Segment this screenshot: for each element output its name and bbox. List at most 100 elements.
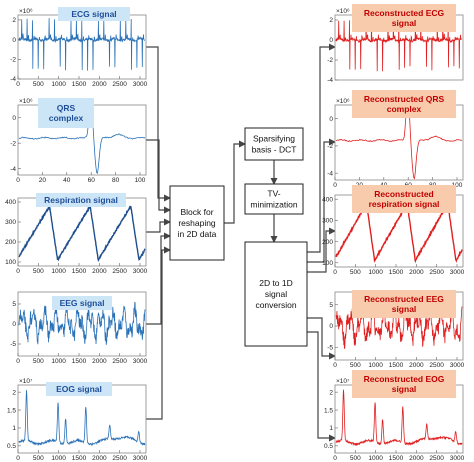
block-frame xyxy=(244,127,304,161)
panel-title-line: complex xyxy=(387,104,422,114)
output-arrow-1 xyxy=(307,43,336,253)
signal-trace xyxy=(18,104,146,174)
y-tick-label: 0 xyxy=(12,115,16,122)
y-tick-label: 0 xyxy=(329,323,333,330)
block-frame xyxy=(244,241,308,347)
block-text-line: reshaping xyxy=(178,218,216,228)
x-tick-label: 1000 xyxy=(51,268,66,275)
panel-title-line: EOG signal xyxy=(56,384,102,394)
x-tick-label: 1500 xyxy=(389,455,404,462)
y-tick-label: 1.5 xyxy=(7,407,16,414)
y-tick-label: -4 xyxy=(327,77,333,84)
x-tick-label: 0 xyxy=(16,455,20,462)
block-text-line: Block for xyxy=(180,207,213,217)
left-panel-label: EEG signal xyxy=(52,296,112,310)
block-text-line: basis - DCT xyxy=(252,145,297,155)
label-background xyxy=(352,290,456,318)
x-tick-label: 1500 xyxy=(389,362,404,369)
y-tick-label: 5 xyxy=(12,301,16,308)
x-tick-label: 2500 xyxy=(112,81,127,88)
x-tick-label: 0 xyxy=(16,177,20,184)
y-tick-label: -4 xyxy=(10,166,16,173)
panel-title-line: signal xyxy=(392,18,417,28)
x-tick-label: 2000 xyxy=(409,455,424,462)
signal-trace xyxy=(18,390,146,447)
block-text-line: conversion xyxy=(255,300,296,310)
x-tick-label: 60 xyxy=(88,177,96,184)
x-tick-label: 500 xyxy=(350,362,361,369)
x-tick-label: 1500 xyxy=(389,269,404,276)
signal-trace xyxy=(18,18,146,71)
x-tick-label: 3000 xyxy=(133,358,148,365)
left-panel-label: Respiration signal xyxy=(36,193,126,207)
x-tick-label: 1500 xyxy=(72,358,87,365)
left-panel-label: ECG signal xyxy=(58,7,130,21)
x-tick-label: 2500 xyxy=(112,358,127,365)
left-panel-5: 2 1.5 1 0.50 500 1000 1500 2000 2500 3000 ×10⁷ EOG … xyxy=(7,378,148,462)
block-frame xyxy=(169,185,225,261)
signal-trace xyxy=(335,389,463,447)
y-tick-label: 2 xyxy=(329,17,333,24)
y-tick-label: -4 xyxy=(327,170,333,177)
x-tick-label: 1000 xyxy=(51,81,66,88)
output-arrow-2 xyxy=(307,138,336,263)
y-tick-label: -2 xyxy=(327,57,333,64)
block-text-line: in 2D data xyxy=(178,229,217,239)
x-tick-label: 100 xyxy=(452,182,463,189)
block-text-line: Sparsifying xyxy=(253,134,295,144)
output-arrow-4 xyxy=(307,317,336,360)
signal-trace xyxy=(335,200,463,264)
panel-title-line: Reconstructed QRS xyxy=(364,94,445,104)
x-tick-label: 3000 xyxy=(133,268,148,275)
x-tick-label: 2500 xyxy=(112,455,127,462)
y-tick-label: 1 xyxy=(329,425,333,432)
y-tick-label: 2 xyxy=(329,389,333,396)
y-tick-label: 200 xyxy=(322,239,333,246)
x-tick-label: 0 xyxy=(16,81,20,88)
label-background xyxy=(36,193,126,207)
y-tick-label: 2 xyxy=(12,17,16,24)
y-tick-label: -5 xyxy=(10,341,16,348)
x-tick-label: 500 xyxy=(33,358,44,365)
panel-title-line: Reconstructed ECG xyxy=(364,8,445,18)
x-tick-label: 0 xyxy=(16,268,20,275)
signal-trace xyxy=(18,204,146,263)
axis-exponent: ×10⁶ xyxy=(19,98,33,105)
panel-title-line: Respiration signal xyxy=(44,195,118,205)
y-tick-label: 100 xyxy=(5,259,16,266)
x-tick-label: 0 xyxy=(16,358,20,365)
panel-title-line: Reconstructed EEG xyxy=(364,294,444,304)
panel-title-line: EEG signal xyxy=(60,298,105,308)
x-tick-label: 0 xyxy=(333,269,337,276)
label-background xyxy=(38,98,94,128)
label-background xyxy=(46,382,112,396)
output-arrow-5 xyxy=(307,331,336,442)
signal-trace xyxy=(335,18,463,72)
block-text-line: minimization xyxy=(250,200,298,210)
y-tick-label: 0 xyxy=(329,116,333,123)
plot-frame xyxy=(17,197,147,267)
panel-title-line: Reconstructed EOG xyxy=(364,374,445,384)
input-arrow-4 xyxy=(146,232,171,325)
panel-title-line: complex xyxy=(49,113,84,123)
left-panel-label: EOG signal xyxy=(46,382,112,396)
y-tick-label: 0.5 xyxy=(324,443,333,450)
y-tick-label: 400 xyxy=(5,199,16,206)
y-tick-label: 5 xyxy=(329,302,333,309)
input-arrow-1 xyxy=(146,46,171,202)
x-tick-label: 2000 xyxy=(92,358,107,365)
y-tick-label: -2 xyxy=(327,143,333,150)
x-tick-label: 1000 xyxy=(368,269,383,276)
panel-title-line: ECG signal xyxy=(71,9,116,19)
x-tick-label: 1500 xyxy=(72,268,87,275)
x-tick-label: 2000 xyxy=(92,455,107,462)
x-tick-label: 2000 xyxy=(409,362,424,369)
y-tick-label: 400 xyxy=(322,196,333,203)
